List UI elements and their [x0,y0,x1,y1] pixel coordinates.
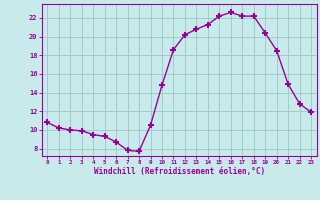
X-axis label: Windchill (Refroidissement éolien,°C): Windchill (Refroidissement éolien,°C) [94,167,265,176]
